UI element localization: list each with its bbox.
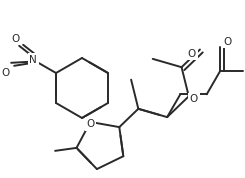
- Text: O: O: [190, 94, 198, 104]
- Text: O: O: [11, 34, 19, 44]
- Text: O: O: [1, 68, 9, 78]
- Text: O: O: [188, 49, 196, 59]
- Text: N: N: [29, 55, 37, 65]
- Text: O: O: [224, 37, 232, 47]
- Text: O: O: [86, 119, 95, 129]
